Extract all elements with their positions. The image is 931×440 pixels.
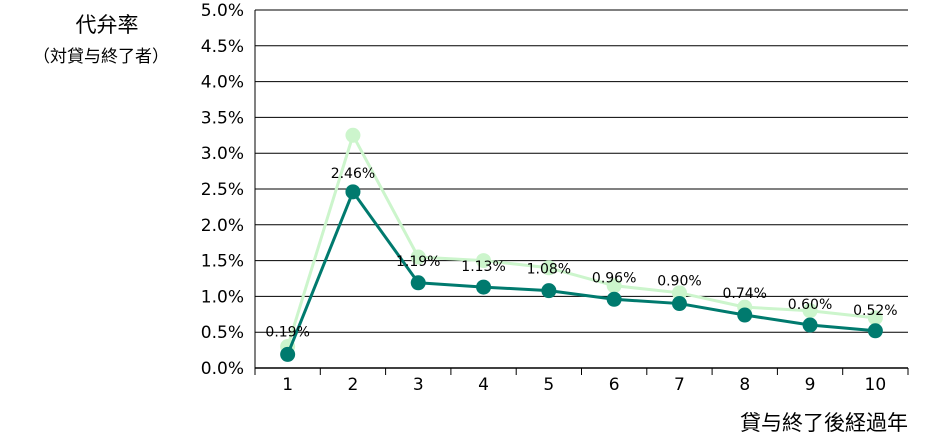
y-tick-label: 1.0% [201,287,244,307]
x-tick-label: 9 [805,375,816,395]
data-point [280,346,296,362]
data-label: 0.60% [788,297,832,313]
data-point [345,184,361,200]
data-point [867,323,883,339]
data-point [345,127,361,143]
y-tick-label: 3.0% [201,144,244,164]
x-tick-label: 2 [348,375,359,395]
data-point [410,249,426,265]
data-point [410,275,426,291]
y-axis-subtitle: （対貸与終了者） [33,47,169,67]
data-point [606,291,622,307]
data-point [671,285,687,301]
y-tick-label: 5.0% [201,1,244,21]
series-1 [280,127,883,355]
data-point [802,317,818,333]
data-point [541,260,557,276]
data-point [476,279,492,295]
data-label: 0.74% [723,286,767,302]
data-label: 2.46% [331,166,375,182]
y-axis-title: 代弁率 [76,13,139,37]
y-tick-label: 0.0% [201,359,244,379]
x-tick-label: 3 [413,375,424,395]
y-tick-label: 1.5% [201,252,244,272]
data-label: 0.90% [657,274,701,290]
data-labels: 0.19% 2.46% 1.19% 1.13% 1.08% 0.96% 0.90% 0.74%… [265,166,897,341]
series-2 [280,184,883,362]
x-axis-ticks: 1 2 3 4 5 6 7 8 9 10 [254,368,909,395]
data-label: 1.13% [461,259,505,275]
y-tick-label: 4.5% [201,37,244,57]
y-tick-label: 4.0% [201,73,244,93]
data-point [541,283,557,299]
data-point [476,253,492,269]
data-point [867,310,883,326]
data-label: 0.19% [265,324,309,340]
y-tick-label: 3.5% [201,108,244,128]
data-label: 0.96% [592,270,636,286]
y-tick-label: 2.0% [201,216,244,236]
data-label: 0.52% [853,303,897,319]
x-tick-label: 7 [674,375,685,395]
y-tick-label: 0.5% [201,323,244,343]
data-label: 1.08% [527,262,571,278]
x-tick-label: 1 [282,375,293,395]
y-tick-label: 2.5% [201,180,244,200]
x-tick-label: 5 [543,375,554,395]
data-point [737,307,753,323]
data-point [802,303,818,319]
x-axis-title: 貸与終了後経過年 [740,411,908,435]
series-line [286,133,876,347]
x-tick-label: 4 [478,375,489,395]
x-tick-label: 10 [865,375,887,395]
series-line [286,190,876,355]
data-point [606,278,622,294]
y-axis-ticks: 0.0% 0.5% 1.0% 1.5% 2.0% 2.5% 3.0% 3.5% 4.0% 4.5%… [201,1,244,379]
data-label: 1.19% [396,254,440,270]
series-layer [280,127,883,362]
x-tick-label: 6 [609,375,620,395]
data-point [671,296,687,312]
x-tick-label: 8 [739,375,750,395]
